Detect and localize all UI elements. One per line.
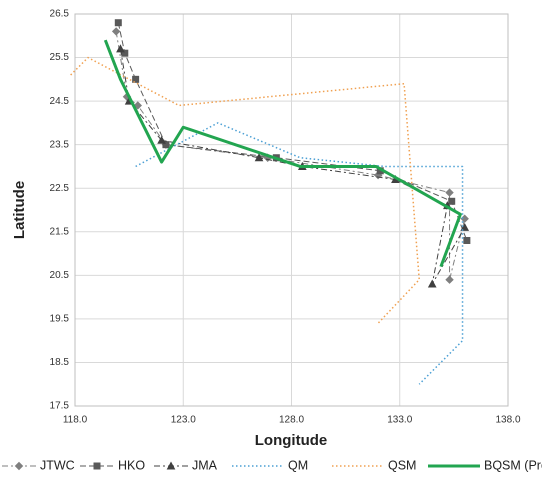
y-tick-label: 19.5 [50, 314, 70, 325]
legend-label: JMA [192, 458, 218, 472]
y-tick-label: 24.5 [50, 96, 70, 107]
x-axis-title: Longitude [255, 432, 327, 449]
legend-label: BQSM (Propose) [484, 458, 542, 472]
x-tick-label: 128.0 [279, 415, 304, 426]
legend-label: JTWC [40, 458, 75, 472]
y-tick-label: 20.5 [50, 270, 70, 281]
y-tick-label: 25.5 [50, 52, 70, 63]
marker [115, 20, 121, 26]
y-tick-label: 18.5 [50, 357, 70, 368]
y-tick-label: 17.5 [50, 401, 70, 412]
marker [133, 76, 139, 82]
chart: Longitude Latitude 17.5 18.5 19.5 20.5 21.5 2… [0, 0, 542, 481]
legend-marker [94, 463, 100, 469]
marker [464, 237, 470, 243]
y-tick-label: 22.5 [50, 183, 70, 194]
x-tick-label: 133.0 [387, 415, 412, 426]
x-tick-label: 123.0 [171, 415, 196, 426]
marker [449, 198, 455, 204]
y-axis-title: Latitude [11, 181, 28, 239]
legend-label: QM [288, 458, 308, 472]
y-tick-label: 26.5 [50, 9, 70, 20]
legend-label: HKO [118, 458, 145, 472]
background [0, 0, 542, 481]
x-tick-label: 138.0 [495, 415, 520, 426]
x-tick-label: 118.0 [63, 415, 88, 426]
y-tick-label: 23.5 [50, 139, 70, 150]
legend-label: QSM [388, 458, 416, 472]
y-tick-label: 21.5 [50, 226, 70, 237]
